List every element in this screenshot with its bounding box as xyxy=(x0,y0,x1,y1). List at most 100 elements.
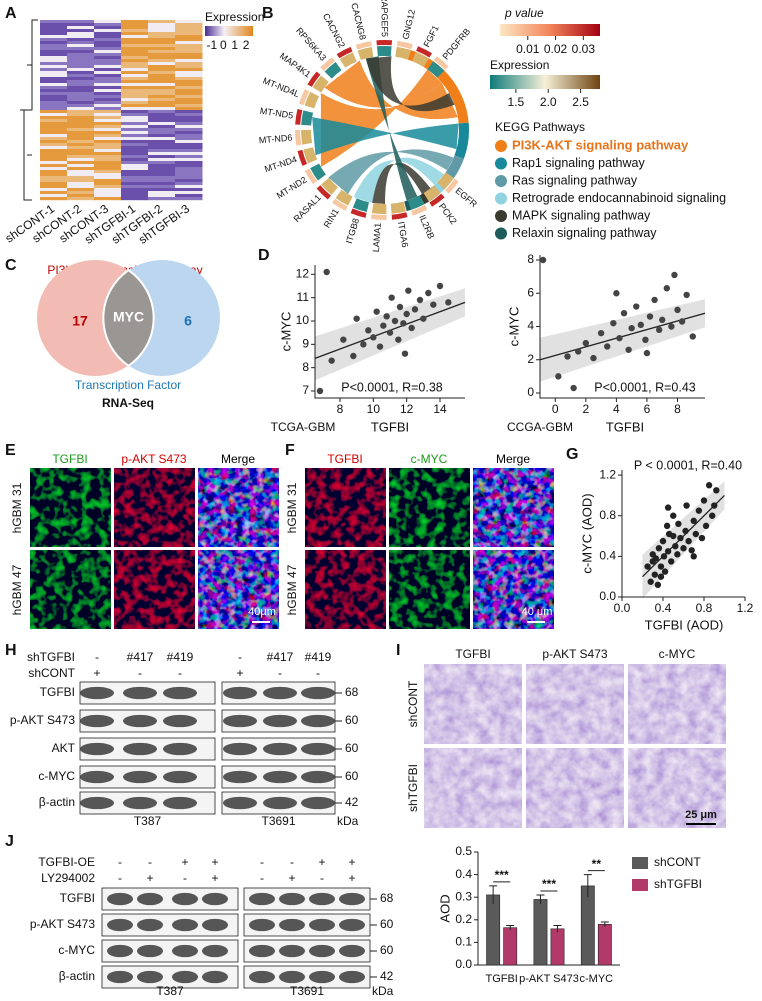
heatmap-cell xyxy=(40,50,68,54)
point xyxy=(395,336,402,343)
protein-label: β-actin xyxy=(39,795,75,809)
heatmap-cell xyxy=(67,119,95,123)
band xyxy=(163,796,197,810)
axis xyxy=(314,265,465,399)
heatmap-cell xyxy=(40,152,68,156)
heatmap-cell xyxy=(148,161,176,165)
heatmap-cell xyxy=(67,77,95,81)
heatmap-cell xyxy=(94,32,122,36)
heatmap-cell xyxy=(67,125,95,129)
heatmap-cell xyxy=(175,188,203,192)
heatmap-cell xyxy=(175,131,203,135)
heatmap-cell xyxy=(175,164,203,168)
heatmap-cell xyxy=(175,182,203,186)
heatmap-cell xyxy=(121,173,149,177)
protein-label: TGFBI xyxy=(40,685,75,699)
heatmap-cell xyxy=(94,101,122,105)
gene-label: ITGA6 xyxy=(396,221,410,248)
heatmap-cell xyxy=(121,65,149,69)
point xyxy=(674,551,681,558)
band xyxy=(123,796,157,810)
colorbar-tick-label: 0.02 xyxy=(544,42,568,56)
heatmap-cell xyxy=(67,176,95,180)
heatmap-cell xyxy=(40,80,68,84)
heatmap-cell xyxy=(148,83,176,87)
heatmap-cell xyxy=(148,152,176,156)
lane-label: + xyxy=(348,855,355,869)
heatmap-cell xyxy=(67,188,95,192)
heatmap-cell xyxy=(67,68,95,72)
heatmap-cell xyxy=(121,146,149,150)
blot-frame xyxy=(101,913,239,937)
kda-label: 42 xyxy=(380,969,394,983)
band xyxy=(223,686,257,700)
column-title: p-AKT S473 xyxy=(542,647,607,661)
heatmap-cell xyxy=(148,68,176,72)
heatmap-cell xyxy=(121,164,149,168)
row-label: hGBM 47 xyxy=(10,564,24,615)
heatmap-cell xyxy=(40,92,68,96)
lane-label: + xyxy=(236,666,243,680)
column-title: TGFBI xyxy=(327,452,362,466)
heatmap-cell xyxy=(148,62,176,66)
point xyxy=(436,282,444,290)
chord-segment xyxy=(407,195,425,210)
bar xyxy=(597,924,612,966)
chord-segment xyxy=(321,178,338,195)
heatmap-cell xyxy=(121,26,149,30)
chord-segment xyxy=(370,213,387,221)
chord-ribbon xyxy=(365,56,418,201)
band xyxy=(107,892,133,906)
heatmap-cell xyxy=(94,191,122,195)
point xyxy=(646,313,654,320)
x-tick-label: 10 xyxy=(367,402,381,416)
band xyxy=(263,714,297,728)
band xyxy=(202,970,228,984)
heatmap-cell xyxy=(175,62,203,66)
heatmap-cell xyxy=(121,134,149,138)
gene-label: CACNG8 xyxy=(349,2,368,41)
heatmap-cell xyxy=(40,29,68,33)
heatmap-cell xyxy=(121,89,149,93)
heatmap-cell xyxy=(121,116,149,120)
point xyxy=(625,346,632,353)
heatmap-cell xyxy=(40,179,68,183)
protein-label: c-MYC xyxy=(38,769,75,783)
band xyxy=(172,944,198,958)
point xyxy=(616,334,623,342)
heatmap-cell xyxy=(94,56,122,60)
heatmap-cell xyxy=(40,32,68,36)
heatmap-cell xyxy=(148,86,176,90)
lane-label: #419 xyxy=(305,650,332,664)
heatmap-cell xyxy=(121,131,149,135)
legend-swatch xyxy=(495,210,507,222)
point xyxy=(651,296,658,304)
band xyxy=(301,796,335,810)
heatmap-cell xyxy=(175,23,203,27)
y-tick-label: 11 xyxy=(297,290,310,304)
heatmap-cell xyxy=(148,56,176,60)
venn-label: Transcription Factor xyxy=(75,378,181,392)
gene-label: RIN1 xyxy=(322,207,341,230)
heatmap-cell xyxy=(67,185,95,189)
heatmap-cell xyxy=(40,68,68,72)
lane-label: #419 xyxy=(167,650,194,664)
point xyxy=(674,306,681,314)
heatmap-cell xyxy=(40,23,68,27)
point xyxy=(430,301,437,308)
point xyxy=(702,522,710,530)
point xyxy=(340,336,347,343)
chord-segment xyxy=(335,189,353,206)
point xyxy=(353,315,360,322)
trend-line xyxy=(539,312,706,361)
point xyxy=(445,299,452,306)
point xyxy=(682,527,689,535)
point xyxy=(425,289,432,297)
heatmap-cell xyxy=(67,194,95,198)
y-tick-label: 0 xyxy=(527,385,534,399)
band xyxy=(223,796,257,810)
heatmap-cell xyxy=(94,104,122,108)
point xyxy=(661,568,669,575)
panel-label: D xyxy=(258,247,270,264)
heatmap-cell xyxy=(67,155,95,159)
